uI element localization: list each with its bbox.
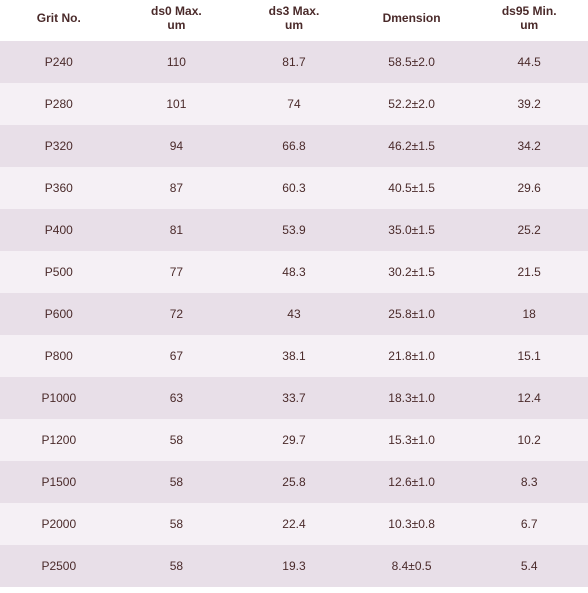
table-row: P15005825.812.6±1.08.3 [0,461,588,503]
cell: 81.7 [235,41,353,83]
col-header-3: Dmension [353,0,471,41]
cell: 22.4 [235,503,353,545]
cell: 30.2±1.5 [353,251,471,293]
cell: 8.4±0.5 [353,545,471,587]
cell: 25.8±1.0 [353,293,471,335]
cell: 34.2 [470,125,588,167]
grit-tbody: P24011081.758.5±2.044.5P2801017452.2±2.0… [0,41,588,587]
table-row: P5007748.330.2±1.521.5 [0,251,588,293]
cell: P280 [0,83,118,125]
table-row: P600724325.8±1.018 [0,293,588,335]
cell: 19.3 [235,545,353,587]
col-header-0: Grit No. [0,0,118,41]
cell: 18 [470,293,588,335]
cell: P1000 [0,377,118,419]
cell: P1200 [0,419,118,461]
cell: 18.3±1.0 [353,377,471,419]
grit-table: Grit No.ds0 Max.umds3 Max.umDmensionds95… [0,0,588,587]
cell: 58.5±2.0 [353,41,471,83]
cell: 52.2±2.0 [353,83,471,125]
col-header-1: ds0 Max.um [118,0,236,41]
cell: 5.4 [470,545,588,587]
table-row: P3209466.846.2±1.534.2 [0,125,588,167]
cell: 101 [118,83,236,125]
cell: 44.5 [470,41,588,83]
cell: 25.8 [235,461,353,503]
cell: 67 [118,335,236,377]
cell: 46.2±1.5 [353,125,471,167]
cell: 66.8 [235,125,353,167]
cell: 21.8±1.0 [353,335,471,377]
cell: 63 [118,377,236,419]
cell: P400 [0,209,118,251]
cell: P2500 [0,545,118,587]
cell: 77 [118,251,236,293]
cell: P240 [0,41,118,83]
grit-table-container: Grit No.ds0 Max.umds3 Max.umDmensionds95… [0,0,588,587]
cell: 33.7 [235,377,353,419]
cell: 15.1 [470,335,588,377]
table-row: P10006333.718.3±1.012.4 [0,377,588,419]
cell: 81 [118,209,236,251]
cell: 25.2 [470,209,588,251]
cell: 39.2 [470,83,588,125]
table-row: P12005829.715.3±1.010.2 [0,419,588,461]
cell: 38.1 [235,335,353,377]
cell: 43 [235,293,353,335]
cell: 58 [118,503,236,545]
cell: 29.6 [470,167,588,209]
table-row: P8006738.121.8±1.015.1 [0,335,588,377]
cell: 10.3±0.8 [353,503,471,545]
cell: 12.4 [470,377,588,419]
cell: 58 [118,461,236,503]
cell: 60.3 [235,167,353,209]
cell: P800 [0,335,118,377]
cell: 87 [118,167,236,209]
cell: 53.9 [235,209,353,251]
table-row: P24011081.758.5±2.044.5 [0,41,588,83]
table-row: P20005822.410.3±0.86.7 [0,503,588,545]
table-row: P4008153.935.0±1.525.2 [0,209,588,251]
cell: P600 [0,293,118,335]
cell: 8.3 [470,461,588,503]
cell: 58 [118,419,236,461]
cell: 12.6±1.0 [353,461,471,503]
cell: P2000 [0,503,118,545]
cell: P500 [0,251,118,293]
cell: 58 [118,545,236,587]
cell: 110 [118,41,236,83]
table-row: P2801017452.2±2.039.2 [0,83,588,125]
cell: 48.3 [235,251,353,293]
col-header-2: ds3 Max.um [235,0,353,41]
cell: 35.0±1.5 [353,209,471,251]
header-row: Grit No.ds0 Max.umds3 Max.umDmensionds95… [0,0,588,41]
cell: 29.7 [235,419,353,461]
cell: 94 [118,125,236,167]
col-header-4: ds95 Min.um [470,0,588,41]
cell: P320 [0,125,118,167]
cell: 74 [235,83,353,125]
cell: 72 [118,293,236,335]
cell: 10.2 [470,419,588,461]
cell: 21.5 [470,251,588,293]
cell: P360 [0,167,118,209]
cell: 40.5±1.5 [353,167,471,209]
cell: 6.7 [470,503,588,545]
cell: P1500 [0,461,118,503]
cell: 15.3±1.0 [353,419,471,461]
table-row: P25005819.38.4±0.55.4 [0,545,588,587]
table-row: P3608760.340.5±1.529.6 [0,167,588,209]
